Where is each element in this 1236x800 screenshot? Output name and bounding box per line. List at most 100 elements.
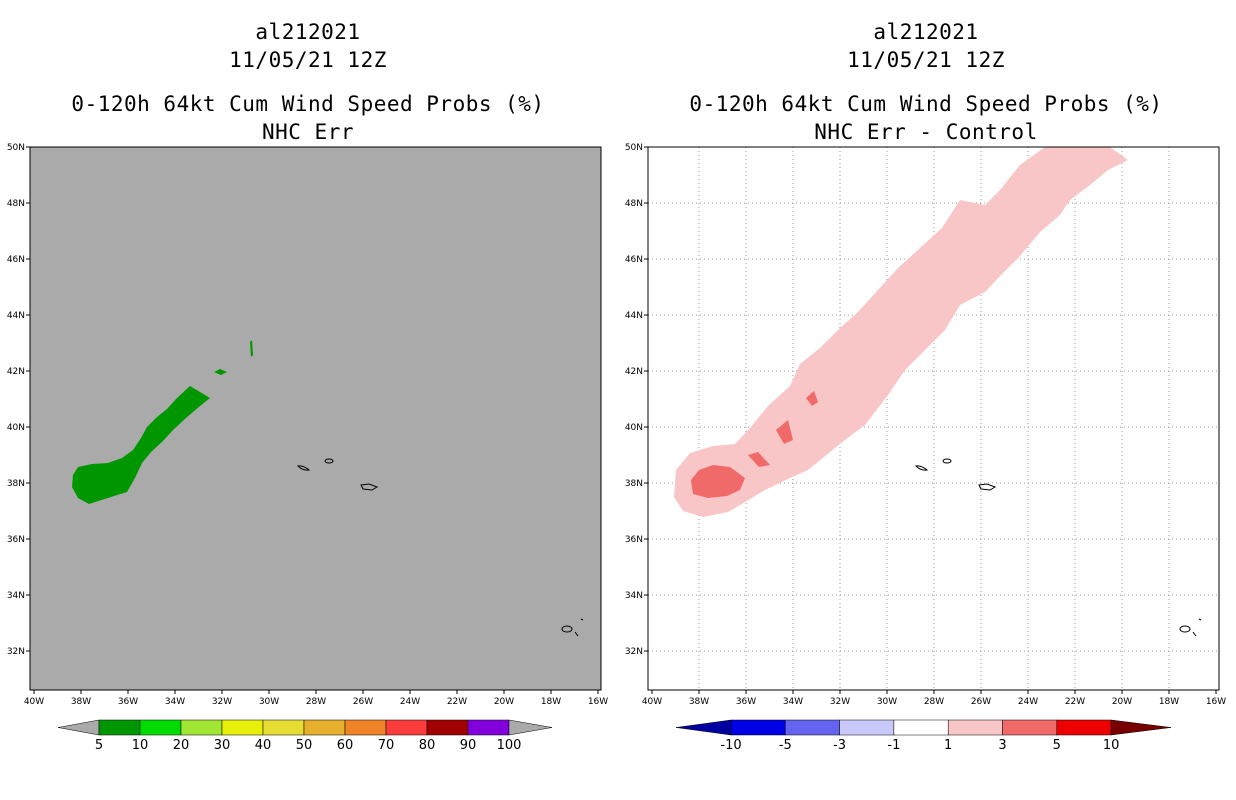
right-colorbar-swatch <box>839 719 895 736</box>
right-islands <box>914 458 1202 637</box>
right-colorbar: -10 -5 -3 -1 1 3 5 10 <box>675 719 1172 753</box>
left-colorbar-label: 80 <box>419 738 436 753</box>
left-lat-label: 50N <box>7 143 25 153</box>
right-lon-label: 40W <box>642 697 662 707</box>
right-lat-label: 34N <box>625 591 643 601</box>
right-lat-label: 48N <box>625 199 643 209</box>
left-colorbar-label: 100 <box>497 738 522 753</box>
right-product-title: 0-120h 64kt Cum Wind Speed Probs (%) <box>689 92 1163 116</box>
left-lat-label: 46N <box>7 255 25 265</box>
right-lat-label: 40N <box>625 423 643 433</box>
left-colorbar-label: 90 <box>460 738 477 753</box>
right-lat-label: 38N <box>625 479 643 489</box>
left-colorbar-label: 10 <box>132 738 149 753</box>
right-colorbar-swatch <box>1056 719 1112 736</box>
right-colorbar-label: -3 <box>833 738 846 753</box>
right-lon-label: 36W <box>736 697 756 707</box>
left-colorbar-swatch <box>221 719 264 736</box>
left-lat-label: 38N <box>7 479 25 489</box>
left-colorbar-label: 50 <box>296 738 313 753</box>
right-diff-area-mid-3 <box>776 420 793 444</box>
left-colorbar-label: 60 <box>337 738 354 753</box>
left-lon-label: 28W <box>306 697 326 707</box>
right-datetime: 11/05/21 12Z <box>847 48 1005 72</box>
right-map-background <box>648 147 1219 690</box>
left-lon-label: 16W <box>588 697 608 707</box>
right-colorbar-end-triangle <box>1110 719 1172 736</box>
left-lon-label: 26W <box>353 697 373 707</box>
right-lat-label: 46N <box>625 255 643 265</box>
left-colorbar-label: 30 <box>214 738 231 753</box>
left-colorbar-end-triangle <box>508 719 553 736</box>
right-gridlines <box>648 147 1219 690</box>
right-colorbar-label: 10 <box>1103 738 1120 753</box>
left-lon-label: 18W <box>541 697 561 707</box>
right-colorbar-label: -5 <box>779 738 792 753</box>
right-lat-label: 44N <box>625 311 643 321</box>
right-lon-label: 22W <box>1065 697 1085 707</box>
right-map: 50N 48N 46N 44N 42N 40N 38N 36N 34N 32N 40W 38W 36W… <box>625 143 1226 753</box>
left-subtitle: NHC Err <box>261 120 354 144</box>
left-colorbar-start-triangle <box>57 719 100 736</box>
right-colorbar-swatch <box>730 719 786 736</box>
left-lat-label: 42N <box>7 367 25 377</box>
right-lat-label: 32N <box>625 647 643 657</box>
left-lat-label: 44N <box>7 311 25 321</box>
left-lon-label: 20W <box>494 697 514 707</box>
right-diff-area-mid-4 <box>806 391 818 406</box>
right-lon-label: 30W <box>877 697 897 707</box>
right-lon-axis: 40W 38W 36W 34W 32W 30W 28W 26W 24W 22W 20W 18W 16W <box>642 690 1226 707</box>
left-colorbar-swatch <box>303 719 346 736</box>
left-lon-axis: 40W 38W 36W 34W 32W 30W 28W 26W 24W 22W 20W 18W 16W <box>24 690 608 707</box>
left-lat-label: 48N <box>7 199 25 209</box>
left-lon-label: 40W <box>24 697 44 707</box>
right-colorbar-label: -1 <box>887 738 900 753</box>
left-colorbar-swatch <box>180 719 223 736</box>
right-lon-label: 34W <box>783 697 803 707</box>
right-colorbar-label: 1 <box>944 738 952 753</box>
right-lat-label: 36N <box>625 535 643 545</box>
left-lat-axis: 50N 48N 46N 44N 42N 40N 38N 36N 34N 32N <box>7 143 30 657</box>
left-product-title: 0-120h 64kt Cum Wind Speed Probs (%) <box>71 92 545 116</box>
left-colorbar-swatch <box>385 719 428 736</box>
right-colorbar-label: 3 <box>998 738 1006 753</box>
left-wind-prob-speck-2 <box>250 340 253 357</box>
left-lon-label: 24W <box>400 697 420 707</box>
right-lon-label: 32W <box>830 697 850 707</box>
left-lat-label: 34N <box>7 591 25 601</box>
left-colorbar-swatch <box>262 719 305 736</box>
right-colorbar-label: 5 <box>1053 738 1061 753</box>
left-storm-id: al212021 <box>255 20 361 44</box>
left-lat-label: 40N <box>7 423 25 433</box>
right-storm-id: al212021 <box>873 20 979 44</box>
right-subtitle: NHC Err - Control <box>814 120 1038 144</box>
right-colorbar-swatch <box>1002 719 1058 736</box>
left-colorbar-swatch <box>139 719 182 736</box>
right-colorbar-label: -10 <box>720 738 741 753</box>
right-lon-label: 24W <box>1018 697 1038 707</box>
right-lon-label: 38W <box>689 697 709 707</box>
left-lat-label: 36N <box>7 535 25 545</box>
left-datetime: 11/05/21 12Z <box>229 48 387 72</box>
left-colorbar-swatch <box>98 719 141 736</box>
left-islands <box>296 458 584 637</box>
right-lon-label: 28W <box>924 697 944 707</box>
right-colorbar-start-triangle <box>675 719 732 736</box>
left-map: 50N 48N 46N 44N 42N 40N 38N 36N 34N 32N 40W 38W 36W… <box>7 143 608 753</box>
left-colorbar-label: 20 <box>173 738 190 753</box>
left-map-background <box>29 146 602 691</box>
right-colorbar-swatch <box>893 719 949 736</box>
right-lon-label: 16W <box>1206 697 1226 707</box>
left-colorbar-label: 40 <box>255 738 272 753</box>
right-colorbar-swatch <box>785 719 840 736</box>
left-colorbar: 5 10 20 30 40 50 60 70 80 90 100 <box>57 719 553 753</box>
left-lon-label: 34W <box>165 697 185 707</box>
right-lon-label: 26W <box>971 697 991 707</box>
right-lon-label: 20W <box>1112 697 1132 707</box>
left-lon-label: 32W <box>212 697 232 707</box>
right-lat-label: 42N <box>625 367 643 377</box>
left-wind-prob-area <box>72 386 210 504</box>
left-colorbar-swatch <box>467 719 510 736</box>
right-diff-area-mid-2 <box>748 452 770 467</box>
left-lon-label: 30W <box>259 697 279 707</box>
